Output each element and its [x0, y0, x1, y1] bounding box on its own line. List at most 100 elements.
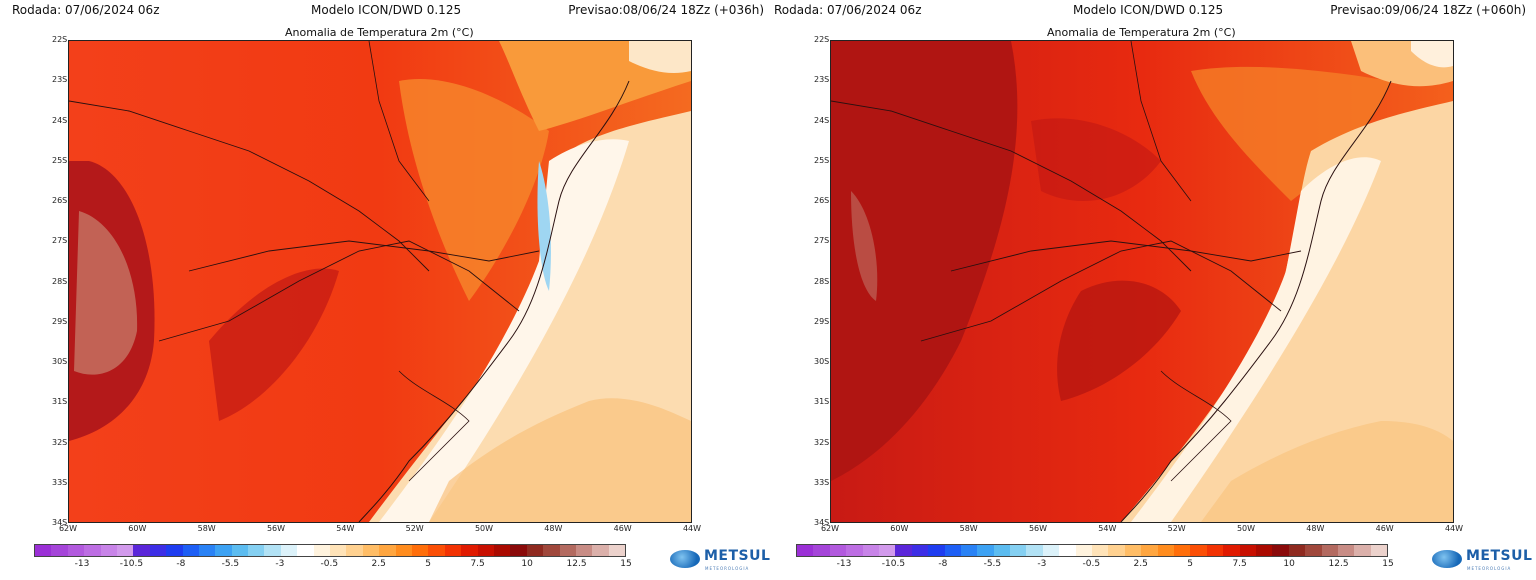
colorbar-label: 5 [425, 559, 432, 569]
colorbar-swatch [116, 545, 134, 556]
latitude-label: 27S [52, 236, 68, 246]
latitude-label: 28S [52, 276, 68, 286]
latitude-label: 31S [52, 397, 68, 407]
colorbar-swatch [1108, 545, 1125, 556]
latitude-label: 25S [52, 155, 68, 165]
colorbar-label: -13 [74, 559, 90, 569]
colorbar-swatch [1190, 545, 1207, 556]
latitude-label: 23S [814, 75, 830, 85]
colorbar-swatch [608, 545, 626, 556]
longitude-label: 62W [58, 524, 78, 533]
forecast-label: Previsao:09/06/24 18Zz (+060h) [1330, 3, 1526, 17]
colorbar-swatch [543, 545, 560, 556]
colorbar-swatch [1173, 545, 1191, 556]
colorbar-swatch [395, 545, 412, 556]
map-title: Anomalia de Temperatura 2m (°C) [1047, 26, 1236, 39]
longitude-label: 44W [1444, 524, 1464, 533]
colorbar-swatch [944, 545, 961, 556]
colorbar-swatch [928, 545, 945, 556]
longitude-label: 48W [1306, 524, 1325, 533]
colorbar-swatch [444, 545, 462, 556]
colorbar [796, 544, 1388, 557]
longitude-label: 60W [890, 524, 909, 533]
colorbar-swatch [1059, 545, 1076, 556]
colorbar-swatch [1075, 545, 1093, 556]
longitude-label: 54W [336, 524, 355, 533]
colorbar-swatch [993, 545, 1011, 556]
colorbar-swatch [1272, 545, 1289, 556]
colorbar-swatch [1124, 545, 1142, 556]
colorbar-label: 10 [521, 559, 533, 569]
colorbar-swatch [477, 545, 494, 556]
colorbar-swatch [829, 545, 847, 556]
colorbar-swatch [35, 545, 52, 556]
colorbar-label: -3 [1037, 559, 1047, 569]
longitude-label: 56W [1028, 524, 1048, 533]
globe-icon [1432, 550, 1462, 568]
colorbar-swatch [1370, 545, 1388, 556]
colorbar-label: 2.5 [371, 559, 386, 569]
latitude-label: 33S [52, 477, 68, 487]
colorbar-swatch [280, 545, 298, 556]
latitude-label: 27S [814, 236, 830, 246]
colorbar-label: -0.5 [320, 559, 339, 569]
longitude-label: 54W [1098, 524, 1117, 533]
logo-name: METSUL [704, 548, 771, 564]
longitude-label: 62W [820, 524, 840, 533]
colorbar-swatch [51, 545, 68, 556]
model-label: Modelo ICON/DWD 0.125 [311, 3, 462, 17]
latitude-label: 33S [814, 477, 830, 487]
forecast-panel-060h: Rodada: 07/06/2024 06z Modelo ICON/DWD 0… [770, 0, 1532, 580]
metsul-logo: METSUL METEOROLOGIA [1432, 548, 1532, 576]
colorbar-label: 7.5 [1232, 559, 1247, 569]
latitude-label: 29S [814, 316, 830, 326]
colorbar-label: 15 [1382, 559, 1394, 569]
longitude-label: 52W [1167, 524, 1186, 533]
colorbar-swatch [493, 545, 511, 556]
colorbar-label: 12.5 [1328, 559, 1349, 569]
latitude-label: 29S [52, 316, 68, 326]
colorbar-swatch [1206, 545, 1224, 556]
latitude-label: 25S [814, 155, 830, 165]
logo-tagline: METEOROLOGIA [1467, 566, 1512, 571]
globe-icon [670, 550, 700, 568]
longitude-label: 58W [197, 524, 216, 533]
colorbar-swatch [100, 545, 117, 556]
colorbar-swatch [264, 545, 281, 556]
temperature-anomaly-map [68, 40, 692, 523]
colorbar-swatch [510, 545, 527, 556]
longitude-label: 50W [1236, 524, 1256, 533]
colorbar-swatch [559, 545, 576, 556]
colorbar-label: -8 [938, 559, 948, 569]
colorbar-swatch [1042, 545, 1060, 556]
colorbar-swatch [198, 545, 216, 556]
colorbar-swatch [813, 545, 830, 556]
colorbar-label: 15 [620, 559, 632, 569]
colorbar-swatch [1337, 545, 1355, 556]
model-label: Modelo ICON/DWD 0.125 [1073, 3, 1224, 17]
colorbar-swatch [575, 545, 593, 556]
metsul-logo: METSUL METEOROLOGIA [670, 548, 770, 576]
latitude-label: 22S [814, 35, 830, 44]
colorbar-label: -13 [836, 559, 852, 569]
latitude-label: 24S [52, 115, 68, 125]
latitude-label: 32S [814, 437, 830, 447]
latitude-label: 28S [814, 276, 830, 286]
forecast-panel-036h: Rodada: 07/06/2024 06z Modelo ICON/DWD 0… [8, 0, 770, 580]
colorbar-swatch [1288, 545, 1306, 556]
colorbar-swatch [67, 545, 85, 556]
colorbar-swatch [960, 545, 978, 556]
colorbar-swatch [362, 545, 380, 556]
colorbar-swatch [231, 545, 249, 556]
colorbar-label: -5.5 [983, 559, 1002, 569]
map-title: Anomalia de Temperatura 2m (°C) [285, 26, 474, 39]
colorbar-swatch [797, 545, 814, 556]
colorbar-swatch [1010, 545, 1027, 556]
colorbar-swatch [330, 545, 347, 556]
temperature-anomaly-map [830, 40, 1454, 523]
colorbar-swatch [1239, 545, 1256, 556]
colorbar-swatch [379, 545, 396, 556]
colorbar-swatch [248, 545, 265, 556]
colorbar-swatch [1223, 545, 1240, 556]
colorbar-label: -5.5 [221, 559, 240, 569]
